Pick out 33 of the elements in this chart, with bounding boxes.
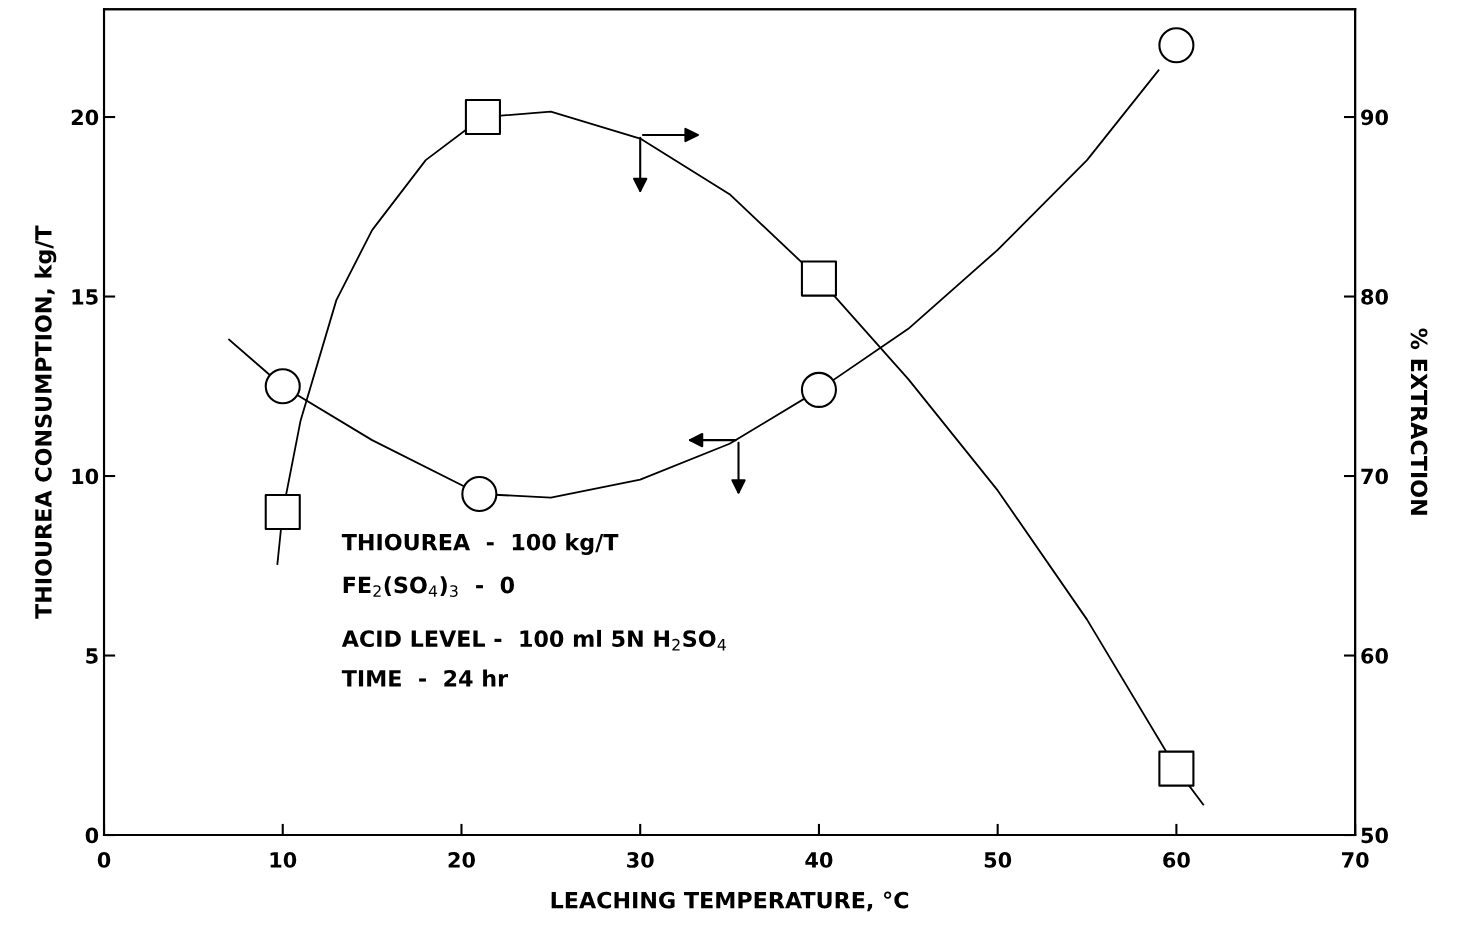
x-tick-label: 40 (805, 852, 833, 868)
point (461, 475, 498, 513)
point (264, 493, 301, 530)
point (800, 260, 837, 297)
x-tick-label: 70 (1342, 852, 1369, 868)
y2-tick-label: 50 (1361, 827, 1388, 844)
point (1158, 750, 1195, 787)
point (464, 98, 501, 136)
y2-tick-label: 90 (1361, 109, 1388, 126)
x-tick-label: 0 (97, 852, 111, 868)
y-tick-label: 10 (72, 468, 99, 485)
y2-tick-label: 70 (1361, 468, 1388, 485)
y2-axis-title: % EXTRACTION (1410, 328, 1428, 515)
point (264, 368, 301, 405)
x-tick-label: 50 (984, 852, 1012, 868)
y-tick-label: 5 (86, 648, 98, 664)
y-tick-label: 20 (71, 109, 99, 126)
annotation: FE$_{2}$(SO$_{4}$)$_{3}$ - 0 (343, 576, 515, 597)
point (1158, 27, 1195, 64)
annotation: THIOUREA - 100 kg/T (341, 533, 619, 555)
x-tick-label: 10 (270, 852, 297, 868)
x-tick-label: 30 (627, 852, 654, 868)
annotation: ACID LEVEL - 100 ml 5N H$_{2}$SO$_{4}$ (341, 629, 726, 651)
annotation: TIME - 24 hr (341, 669, 508, 687)
x-axis-title: LEACHING TEMPERATURE, °C (551, 891, 909, 912)
y2-tick-label: 60 (1361, 647, 1388, 664)
y-tick-label: 0 (85, 827, 99, 844)
y2-tick-label: 80 (1361, 288, 1388, 305)
x-tick-label: 20 (448, 852, 475, 868)
point (800, 371, 837, 408)
y-tick-label: 15 (72, 289, 98, 305)
y-axis-title: THIOUREA CONSUMPTION, kg/T (34, 225, 57, 619)
x-tick-label: 60 (1163, 852, 1190, 868)
